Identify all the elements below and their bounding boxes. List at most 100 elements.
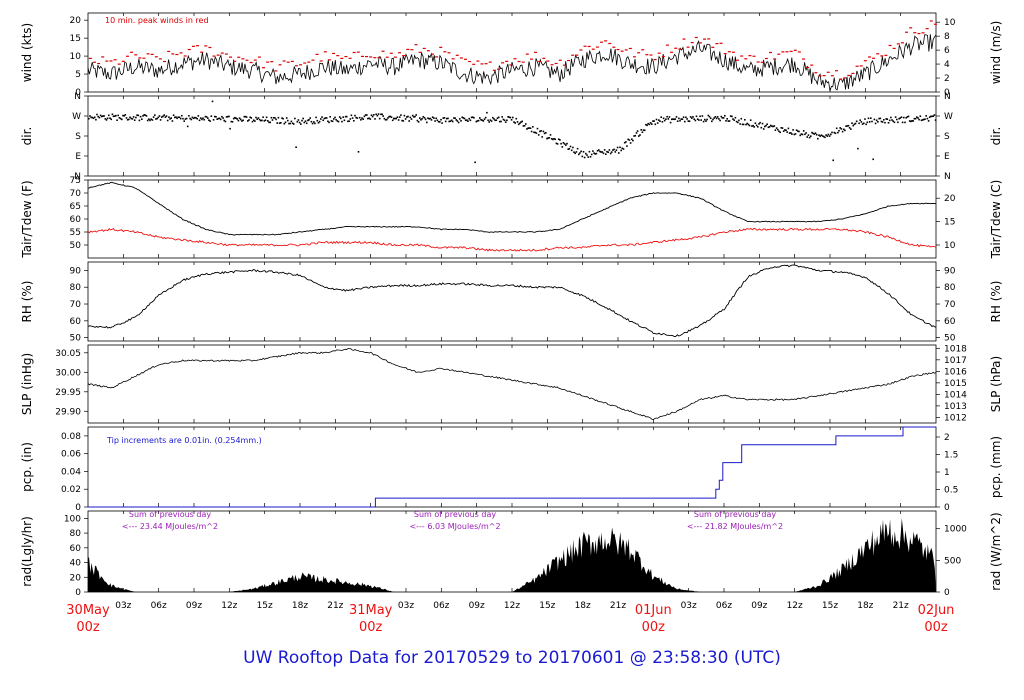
day-hour-label: 00z: [359, 620, 383, 635]
ylabel-right-slp: SLP (hPa): [989, 356, 1003, 412]
series-dir-point: [827, 133, 830, 136]
series-dir-point: [733, 119, 735, 121]
series-dir-point: [665, 118, 667, 120]
series-dir-point: [228, 115, 230, 118]
series-dir-point: [475, 120, 478, 123]
series-dir-point: [740, 117, 743, 120]
series-dir-point: [775, 127, 778, 129]
series-dir-point: [914, 117, 917, 120]
series-dir-point: [911, 120, 913, 122]
series-dir-point: [932, 115, 935, 117]
series-dir-point: [95, 118, 97, 121]
series-dir-point: [117, 114, 119, 117]
series-dir-point: [899, 117, 902, 119]
series-dir-point: [619, 146, 621, 149]
series-dir-point: [360, 119, 362, 121]
series-dir-point: [601, 151, 604, 153]
series-dir-point: [413, 116, 415, 118]
series-dir-point: [620, 149, 622, 152]
series-dir-point: [610, 151, 613, 153]
series-dir-point: [466, 119, 468, 121]
series-dir-point: [841, 130, 844, 133]
series-dir-point: [519, 122, 521, 125]
series-dir-point: [315, 116, 317, 119]
ytick-label-left-temp: 50: [70, 241, 82, 251]
series-dir-point: [933, 114, 936, 116]
series-dir-point: [350, 114, 353, 117]
series-dir-point: [191, 116, 194, 119]
ylabel-left-rh: RH (%): [20, 281, 34, 323]
series-dir-point: [179, 117, 182, 120]
series-dir-point: [890, 116, 892, 119]
series-dir-point: [347, 120, 349, 123]
series-dir-point: [448, 120, 450, 123]
series-dir-point: [421, 117, 423, 120]
series-dir-point: [192, 117, 195, 120]
series-dir-point: [277, 116, 280, 119]
ytick-label-left-wind: 0: [75, 88, 81, 98]
ytick-label-left-rh: 50: [70, 334, 82, 344]
series-dir-point: [761, 122, 764, 125]
series-dir-point: [111, 113, 114, 116]
ytick-label-left-rad: 60: [70, 544, 82, 554]
series-dir-point: [330, 120, 333, 122]
ytick-label-right-slp: 1013: [944, 402, 967, 412]
series-dir-point: [590, 153, 593, 156]
time-tick-label: 15z: [539, 601, 555, 611]
ytick-label-left-wind: 15: [70, 34, 81, 44]
series-dir-point: [688, 120, 691, 122]
ylabel-left-pcp: pcp. (in): [20, 442, 34, 492]
ytick-label-left-temp: 75: [70, 176, 81, 186]
ytick-label-right-wind: 2: [944, 74, 950, 84]
series-dir-point: [249, 116, 251, 119]
series-dir-point: [158, 115, 161, 117]
series-dir-point: [507, 116, 509, 118]
series-dir-point: [555, 142, 558, 145]
series-dir-point: [603, 149, 606, 151]
series-dir-point: [682, 116, 685, 118]
series-dir-point: [864, 118, 866, 120]
series-dir-point: [641, 131, 644, 133]
series-dir-point: [919, 115, 922, 117]
series-dir-point: [848, 127, 851, 129]
series-dir-point: [396, 116, 399, 118]
series-dir-point: [722, 117, 725, 119]
series-dir-point: [874, 122, 877, 125]
series-dir-point: [732, 118, 734, 120]
rad-sum-label: Sum of previous day: [129, 510, 211, 519]
series-dir-point: [404, 118, 407, 120]
time-tick-label: 21z: [893, 601, 909, 611]
ytick-label-left-wind: 20: [70, 16, 82, 26]
series-dir-point: [122, 114, 124, 117]
series-dir-point: [169, 118, 171, 120]
series-dir-point: [814, 132, 817, 134]
series-dir-point: [851, 122, 853, 124]
series-dir-point: [793, 133, 796, 136]
series-dir-point: [271, 119, 274, 121]
series-dir-point: [394, 117, 396, 120]
series-dir-point: [893, 121, 896, 124]
series-dir-point: [872, 158, 874, 161]
series-dir-point: [918, 118, 920, 121]
series-dir-point: [508, 116, 511, 118]
series-dir-point: [470, 116, 473, 119]
series-dir-point: [521, 120, 523, 123]
series-dir-point: [927, 120, 930, 122]
series-dir-point: [333, 118, 335, 120]
time-tick-label: 06z: [716, 601, 732, 611]
series-dir-point: [419, 117, 421, 119]
rad-sum-value: <--- 23.44 MJoules/m^2: [122, 522, 218, 531]
series-dir-point: [695, 115, 698, 118]
series-dir-point: [669, 121, 672, 124]
series-dir-point: [676, 120, 679, 122]
series-dir-point: [548, 137, 551, 139]
series-dir-point: [638, 135, 640, 137]
series-dir-point: [535, 132, 538, 134]
series-dir-point: [344, 115, 347, 118]
series-dir-point: [337, 120, 340, 123]
series-dir-point: [119, 117, 122, 120]
ytick-label-left-temp: 65: [70, 202, 81, 212]
ytick-label-right-pcp: 0: [944, 503, 950, 513]
series-dir-point: [256, 118, 258, 120]
series-dir-point: [509, 116, 512, 119]
